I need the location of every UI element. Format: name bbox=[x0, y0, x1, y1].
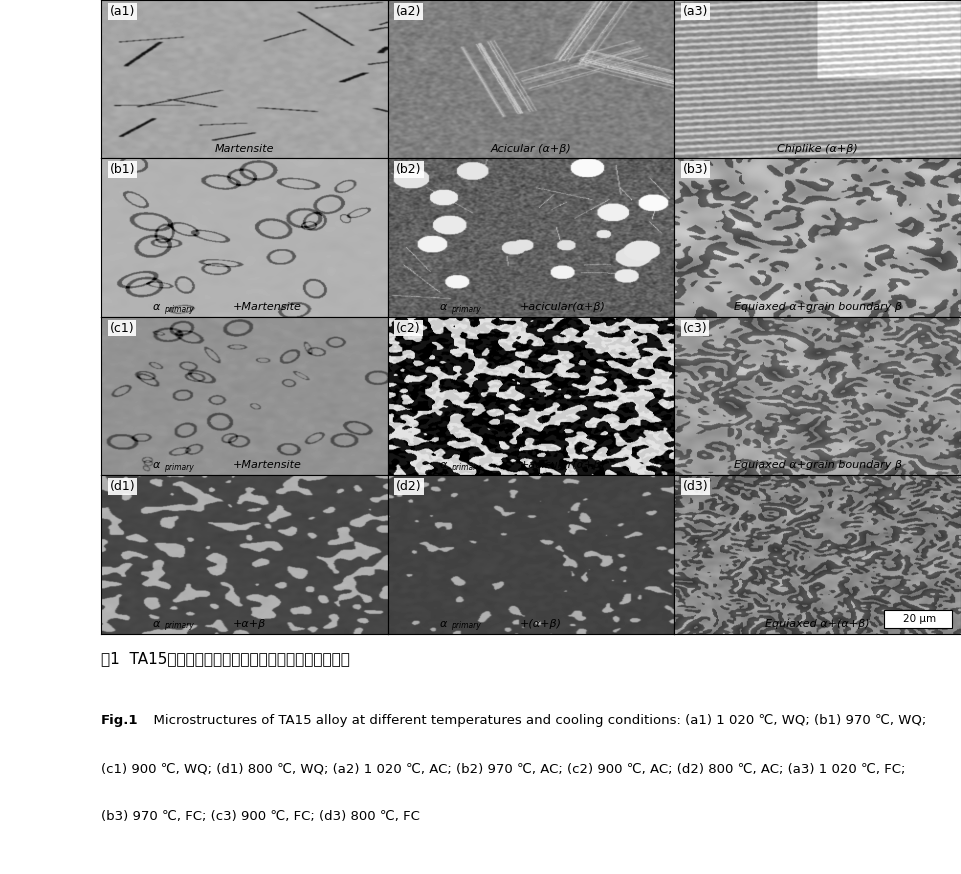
Text: primary: primary bbox=[164, 463, 194, 472]
Text: 20 μm: 20 μm bbox=[903, 614, 936, 624]
Text: Acicular (α+β): Acicular (α+β) bbox=[490, 143, 572, 154]
Text: (c1): (c1) bbox=[110, 322, 135, 335]
Text: +α+β: +α+β bbox=[233, 619, 266, 629]
Text: (a2): (a2) bbox=[396, 4, 422, 17]
Text: (c1) 900 ℃, WQ; (d1) 800 ℃, WQ; (a2) 1 020 ℃, AC; (b2) 970 ℃, AC; (c2) 900 ℃, AC: (c1) 900 ℃, WQ; (d1) 800 ℃, WQ; (a2) 1 0… bbox=[101, 762, 905, 775]
Text: primary: primary bbox=[451, 621, 480, 630]
Text: +Martensite: +Martensite bbox=[233, 461, 302, 470]
Text: Equiaxed α+grain boundary β: Equiaxed α+grain boundary β bbox=[733, 461, 901, 470]
Text: +Martensite: +Martensite bbox=[233, 302, 302, 312]
Text: (c2): (c2) bbox=[396, 322, 421, 335]
Text: (a1): (a1) bbox=[110, 4, 135, 17]
Text: primary: primary bbox=[451, 305, 480, 314]
Text: (d3): (d3) bbox=[683, 480, 708, 493]
Text: (c3): (c3) bbox=[683, 322, 707, 335]
Text: +acicular(α+β): +acicular(α+β) bbox=[520, 302, 605, 312]
Text: α: α bbox=[439, 461, 447, 470]
Text: (d1): (d1) bbox=[110, 480, 136, 493]
Text: primary: primary bbox=[164, 621, 194, 630]
Text: α: α bbox=[153, 619, 160, 629]
FancyBboxPatch shape bbox=[883, 610, 952, 628]
Text: (b3) 970 ℃, FC; (c3) 900 ℃, FC; (d3) 800 ℃, FC: (b3) 970 ℃, FC; (c3) 900 ℃, FC; (d3) 800… bbox=[101, 810, 420, 823]
Text: (b3): (b3) bbox=[683, 163, 708, 177]
Text: Equiaxed α+grain boundary β: Equiaxed α+grain boundary β bbox=[733, 302, 901, 312]
Text: +acicular(α+β): +acicular(α+β) bbox=[520, 461, 605, 470]
Text: (b1): (b1) bbox=[110, 163, 135, 177]
Text: Chiplike (α+β): Chiplike (α+β) bbox=[777, 143, 858, 154]
Text: +(α+β): +(α+β) bbox=[520, 619, 561, 629]
Text: 图1  TA15合金在不同温度、不同冷却条件下的显微组织: 图1 TA15合金在不同温度、不同冷却条件下的显微组织 bbox=[101, 651, 350, 666]
Text: Fig.1: Fig.1 bbox=[101, 714, 138, 727]
Text: Martensite: Martensite bbox=[214, 143, 274, 154]
Text: primary: primary bbox=[164, 305, 194, 314]
Text: α: α bbox=[153, 461, 160, 470]
Text: (b2): (b2) bbox=[396, 163, 422, 177]
Text: α: α bbox=[153, 302, 160, 312]
Text: Microstructures of TA15 alloy at different temperatures and cooling conditions: : Microstructures of TA15 alloy at differe… bbox=[145, 714, 926, 727]
Text: (d2): (d2) bbox=[396, 480, 422, 493]
Text: (a3): (a3) bbox=[683, 4, 708, 17]
Text: Equiaxed α+(α+β): Equiaxed α+(α+β) bbox=[765, 619, 870, 629]
Text: α: α bbox=[439, 302, 447, 312]
Text: α: α bbox=[439, 619, 447, 629]
Text: primary: primary bbox=[451, 463, 480, 472]
